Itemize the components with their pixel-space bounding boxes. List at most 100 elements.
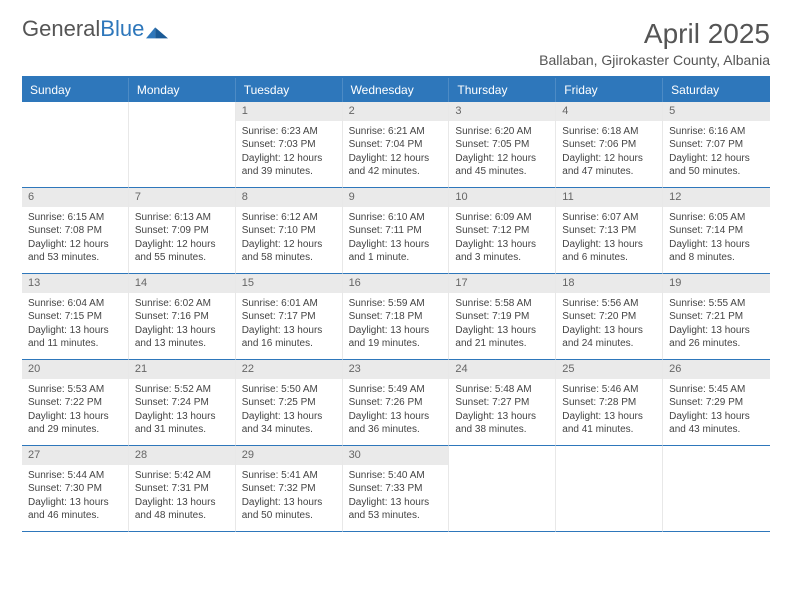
sunrise-line: Sunrise: 5:46 AM — [562, 383, 656, 397]
sunrise-line: Sunrise: 6:13 AM — [135, 211, 229, 225]
calendar-cell: 16Sunrise: 5:59 AMSunset: 7:18 PMDayligh… — [343, 274, 450, 360]
day-number: 4 — [556, 102, 662, 121]
sunset-line: Sunset: 7:10 PM — [242, 224, 336, 238]
day-number: 9 — [343, 188, 449, 207]
sunrise-line: Sunrise: 5:56 AM — [562, 297, 656, 311]
daylight-line: Daylight: 13 hours and 16 minutes. — [242, 324, 336, 351]
calendar-page: GeneralBlue April 2025 Ballaban, Gjiroka… — [0, 0, 792, 550]
day-number: 19 — [663, 274, 770, 293]
day-number: 17 — [449, 274, 555, 293]
sunset-line: Sunset: 7:15 PM — [28, 310, 122, 324]
daylight-line: Daylight: 12 hours and 47 minutes. — [562, 152, 656, 179]
sunset-line: Sunset: 7:30 PM — [28, 482, 122, 496]
sunrise-line: Sunrise: 5:49 AM — [349, 383, 443, 397]
calendar-cell: 13Sunrise: 6:04 AMSunset: 7:15 PMDayligh… — [22, 274, 129, 360]
sunset-line: Sunset: 7:17 PM — [242, 310, 336, 324]
weekday-header: Friday — [556, 78, 663, 102]
calendar-cell: . — [22, 102, 129, 188]
sunrise-line: Sunrise: 6:05 AM — [669, 211, 764, 225]
sunset-line: Sunset: 7:18 PM — [349, 310, 443, 324]
day-number: 12 — [663, 188, 770, 207]
page-subtitle: Ballaban, Gjirokaster County, Albania — [539, 52, 770, 68]
day-number: 20 — [22, 360, 128, 379]
calendar-cell: 7 Sunrise: 6:13 AMSunset: 7:09 PMDaylight… — [129, 188, 236, 274]
calendar-cell: 4Sunrise: 6:18 AMSunset: 7:06 PMDaylight… — [556, 102, 663, 188]
day-number: 7 — [129, 188, 235, 207]
day-number: 21 — [129, 360, 235, 379]
sunset-line: Sunset: 7:03 PM — [242, 138, 336, 152]
daylight-line: Daylight: 13 hours and 48 minutes. — [135, 496, 229, 523]
weekday-header-row: SundayMondayTuesdayWednesdayThursdayFrid… — [22, 78, 770, 102]
calendar-cell: 6Sunrise: 6:15 AMSunset: 7:08 PMDaylight… — [22, 188, 129, 274]
day-number: 23 — [343, 360, 449, 379]
daylight-line: Daylight: 12 hours and 55 minutes. — [135, 238, 229, 265]
day-number: 8 — [236, 188, 342, 207]
sunrise-line: Sunrise: 5:45 AM — [669, 383, 764, 397]
page-title: April 2025 — [539, 18, 770, 50]
sunrise-line: Sunrise: 5:41 AM — [242, 469, 336, 483]
calendar: SundayMondayTuesdayWednesdayThursdayFrid… — [22, 76, 770, 532]
daylight-line: Daylight: 13 hours and 46 minutes. — [28, 496, 122, 523]
calendar-cell: 8Sunrise: 6:12 AMSunset: 7:10 PMDaylight… — [236, 188, 343, 274]
daylight-line: Daylight: 13 hours and 13 minutes. — [135, 324, 229, 351]
day-number: 13 — [22, 274, 128, 293]
sunrise-line: Sunrise: 6:21 AM — [349, 125, 443, 139]
sunrise-line: Sunrise: 5:50 AM — [242, 383, 336, 397]
sunrise-line: Sunrise: 6:15 AM — [28, 211, 122, 225]
day-number: 16 — [343, 274, 449, 293]
daylight-line: Daylight: 12 hours and 39 minutes. — [242, 152, 336, 179]
logo-mark-icon — [146, 21, 168, 37]
sunset-line: Sunset: 7:14 PM — [669, 224, 764, 238]
sunrise-line: Sunrise: 5:53 AM — [28, 383, 122, 397]
sunset-line: Sunset: 7:05 PM — [455, 138, 549, 152]
day-number: 18 — [556, 274, 662, 293]
weekday-header: Thursday — [449, 78, 556, 102]
sunrise-line: Sunrise: 6:20 AM — [455, 125, 549, 139]
calendar-cell: 26Sunrise: 5:45 AMSunset: 7:29 PMDayligh… — [663, 360, 770, 446]
day-number: 22 — [236, 360, 342, 379]
day-number: 25 — [556, 360, 662, 379]
calendar-cell: 12Sunrise: 6:05 AMSunset: 7:14 PMDayligh… — [663, 188, 770, 274]
sunrise-line: Sunrise: 5:44 AM — [28, 469, 122, 483]
day-number: 28 — [129, 446, 235, 465]
daylight-line: Daylight: 13 hours and 38 minutes. — [455, 410, 549, 437]
sunrise-line: Sunrise: 6:12 AM — [242, 211, 336, 225]
sunrise-line: Sunrise: 6:23 AM — [242, 125, 336, 139]
logo: GeneralBlue — [22, 18, 168, 40]
sunrise-line: Sunrise: 5:55 AM — [669, 297, 764, 311]
day-number: 3 — [449, 102, 555, 121]
sunrise-line: Sunrise: 6:10 AM — [349, 211, 443, 225]
day-number: 5 — [663, 102, 770, 121]
calendar-cell: 19Sunrise: 5:55 AMSunset: 7:21 PMDayligh… — [663, 274, 770, 360]
sunrise-line: Sunrise: 5:48 AM — [455, 383, 549, 397]
daylight-line: Daylight: 12 hours and 53 minutes. — [28, 238, 122, 265]
calendar-cell: 11Sunrise: 6:07 AMSunset: 7:13 PMDayligh… — [556, 188, 663, 274]
calendar-cell: . — [129, 102, 236, 188]
sunrise-line: Sunrise: 6:09 AM — [455, 211, 549, 225]
calendar-cell: 10Sunrise: 6:09 AMSunset: 7:12 PMDayligh… — [449, 188, 556, 274]
calendar-cell: 22Sunrise: 5:50 AMSunset: 7:25 PMDayligh… — [236, 360, 343, 446]
calendar-cell: 15Sunrise: 6:01 AMSunset: 7:17 PMDayligh… — [236, 274, 343, 360]
day-number: 1 — [236, 102, 342, 121]
day-number: 14 — [129, 274, 235, 293]
sunset-line: Sunset: 7:11 PM — [349, 224, 443, 238]
title-block: April 2025 Ballaban, Gjirokaster County,… — [539, 18, 770, 68]
daylight-line: Daylight: 13 hours and 21 minutes. — [455, 324, 549, 351]
weekday-header: Saturday — [663, 78, 770, 102]
daylight-line: Daylight: 12 hours and 42 minutes. — [349, 152, 443, 179]
calendar-cell: 29Sunrise: 5:41 AMSunset: 7:32 PMDayligh… — [236, 446, 343, 532]
weekday-header: Monday — [129, 78, 236, 102]
daylight-line: Daylight: 13 hours and 3 minutes. — [455, 238, 549, 265]
day-number: 15 — [236, 274, 342, 293]
sunset-line: Sunset: 7:29 PM — [669, 396, 764, 410]
sunset-line: Sunset: 7:20 PM — [562, 310, 656, 324]
calendar-cell: 3Sunrise: 6:20 AMSunset: 7:05 PMDaylight… — [449, 102, 556, 188]
calendar-cell: 30Sunrise: 5:40 AMSunset: 7:33 PMDayligh… — [343, 446, 450, 532]
sunset-line: Sunset: 7:31 PM — [135, 482, 229, 496]
sunrise-line: Sunrise: 5:40 AM — [349, 469, 443, 483]
weekday-header: Wednesday — [343, 78, 450, 102]
sunset-line: Sunset: 7:28 PM — [562, 396, 656, 410]
sunset-line: Sunset: 7:09 PM — [135, 224, 229, 238]
sunrise-line: Sunrise: 6:04 AM — [28, 297, 122, 311]
sunrise-line: Sunrise: 6:18 AM — [562, 125, 656, 139]
